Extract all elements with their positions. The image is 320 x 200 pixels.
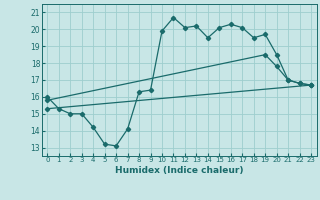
X-axis label: Humidex (Indice chaleur): Humidex (Indice chaleur) (115, 166, 244, 175)
